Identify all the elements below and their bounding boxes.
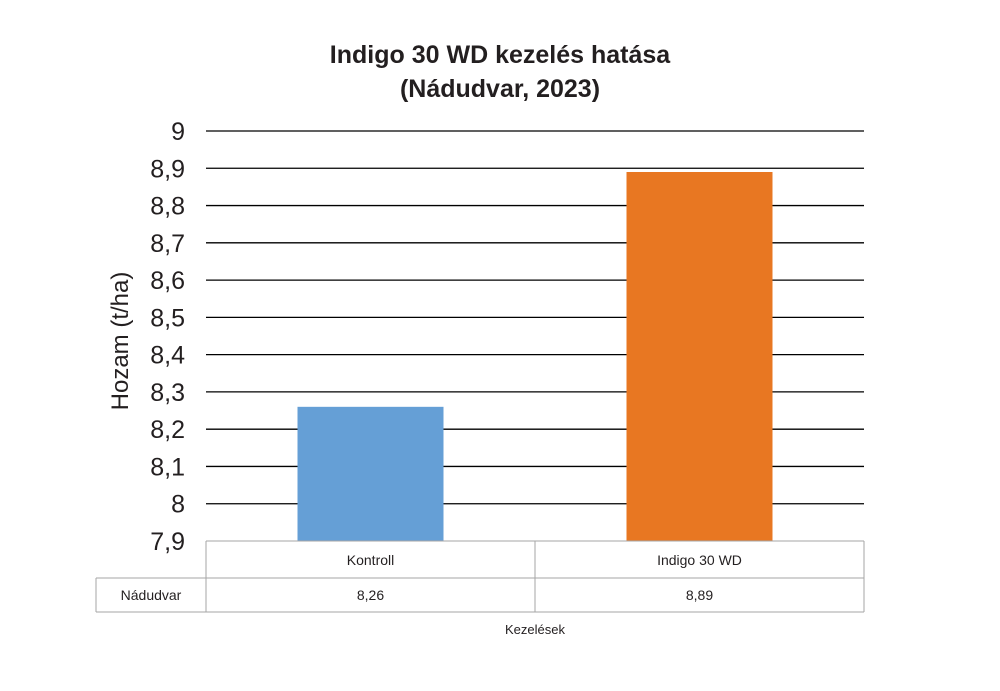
y-tick-label: 8,6 [150, 267, 185, 295]
y-tick-label: 8,2 [150, 416, 185, 444]
value-label: 8,26 [357, 587, 384, 603]
bar [297, 406, 444, 541]
x-axis-label: Kezelések [505, 622, 565, 637]
chart-title: Indigo 30 WD kezelés hatása [329, 41, 671, 69]
category-label: Kontroll [347, 552, 394, 568]
y-tick-label: 9 [171, 118, 185, 146]
y-tick-labels: 7,9 8 8,1 8,2 8,3 8,4 8,5 8,6 8,7 8,8 8,9 9 [150, 118, 185, 556]
y-tick-label: 8,8 [150, 193, 185, 221]
y-axis-label: Hozam (t/ha) [107, 272, 134, 411]
value-label: 8,89 [686, 587, 713, 603]
bars [297, 172, 773, 541]
data-table: Kontroll 8,26 Indigo 30 WD 8,89 Nádudvar [95, 540, 865, 613]
y-tick-label: 8,7 [150, 230, 185, 258]
y-tick-label: 8,4 [150, 342, 185, 370]
category-label: Indigo 30 WD [657, 552, 742, 568]
y-tick-label: 8,9 [150, 155, 185, 183]
y-tick-label: 8,5 [150, 304, 185, 332]
y-tick-label: 8 [171, 491, 185, 519]
bar [626, 172, 773, 541]
y-tick-label: 8,3 [150, 379, 185, 407]
y-tick-label: 8,1 [150, 453, 185, 481]
chart-subtitle: (Nádudvar, 2023) [399, 75, 601, 103]
y-tick-label: 7,9 [150, 528, 185, 556]
chart-title-block: Indigo 30 WD kezelés hatása (Nádudvar, 2… [0, 38, 1000, 106]
series-name: Nádudvar [121, 587, 182, 603]
